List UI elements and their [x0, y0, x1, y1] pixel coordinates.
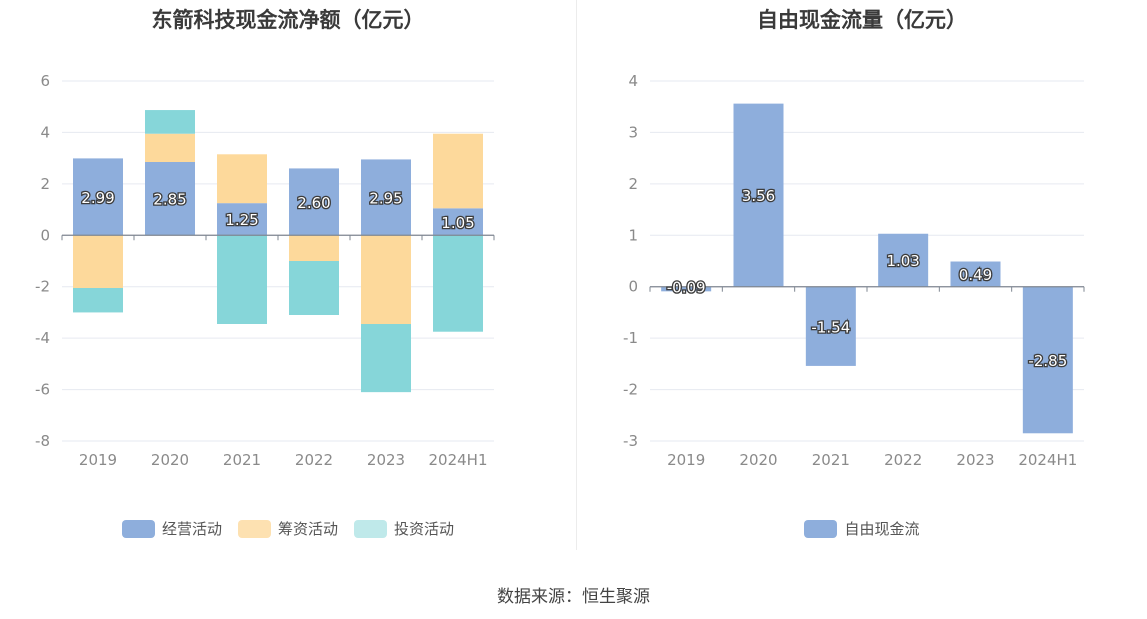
legend-item-operating[interactable]: 经营活动	[121, 518, 222, 539]
operating-bar	[145, 162, 195, 236]
fcf-value-label: 3.56	[742, 187, 775, 205]
panel-divider	[576, 0, 577, 550]
operating-value-label: 2.99	[81, 189, 114, 207]
investing-bar	[289, 261, 339, 315]
data-source-note: 数据来源：恒生聚源	[497, 587, 650, 607]
right-x-tick-label: 2024H1	[1018, 451, 1077, 469]
operating-bar	[73, 158, 123, 236]
financing-bar	[145, 133, 195, 162]
right-x-tick-label: 2020	[739, 451, 777, 469]
right-y-tick-label: 3	[628, 123, 638, 141]
legend-swatch-financing	[237, 519, 271, 538]
investing-bar	[217, 235, 267, 324]
right-chart-svg: 4 3 2 1 0 -1 -2 -3 2019 2020 2021 2022 2023 2024H1 -0.…	[623, 72, 1085, 469]
left-chart-svg: 6 4 2 0 -2 -4 -6 -8 2019 2020 2021 2022 2023 2024H1 2.…	[35, 72, 495, 469]
fcf-value-label: -0.09	[667, 279, 706, 297]
right-x-tick-label: 2019	[667, 451, 705, 469]
operating-bar	[361, 159, 411, 236]
left-y-tick-label: -8	[35, 432, 50, 450]
investing-bar	[73, 288, 123, 313]
right-y-tick-label: 2	[628, 175, 638, 193]
right-y-tick-label: -3	[623, 432, 638, 450]
investing-bar	[361, 324, 411, 393]
right-chart-legend: 自由现金流	[577, 518, 1147, 539]
fcf-bar	[661, 286, 712, 292]
fcf-bar	[1022, 286, 1073, 434]
legend-item-investing[interactable]: 投资活动	[354, 518, 454, 539]
left-y-tick-label: 6	[40, 72, 50, 90]
legend-swatch-investing	[354, 519, 387, 538]
left-x-tick-label: 2020	[151, 451, 189, 469]
left-y-tick-label: 0	[40, 226, 50, 244]
operating-value-label: 2.85	[153, 191, 186, 209]
financing-bar	[289, 235, 339, 261]
fcf-value-label: -1.54	[811, 318, 850, 336]
legend-label-investing: 投资活动	[394, 520, 455, 538]
operating-value-label: 1.05	[441, 214, 474, 232]
financing-bar	[433, 133, 483, 209]
left-x-tick-label: 2023	[367, 451, 405, 469]
fcf-value-label: 0.49	[959, 266, 992, 284]
right-y-tick-label: -1	[623, 329, 638, 347]
legend-item-financing[interactable]: 筹资活动	[237, 518, 338, 539]
left-y-tick-label: -2	[35, 278, 50, 296]
financing-bar	[361, 235, 411, 324]
left-y-tick-label: -4	[35, 329, 50, 347]
right-y-tick-label: 0	[628, 278, 638, 296]
right-chart-title: 自由现金流量（亿元）	[757, 8, 967, 32]
legend-label-operating: 经营活动	[161, 520, 222, 538]
financing-bar	[217, 154, 267, 204]
left-x-tick-label: 2019	[79, 451, 117, 469]
legend-swatch-operating	[121, 519, 155, 538]
operating-value-label: 2.95	[369, 189, 402, 207]
operating-value-label: 1.25	[225, 211, 258, 229]
fcf-bar	[733, 103, 784, 287]
right-x-tick-label: 2023	[956, 451, 994, 469]
left-chart-title: 东箭科技现金流净额（亿元）	[151, 8, 425, 32]
legend-label-financing: 筹资活动	[277, 520, 338, 538]
left-chart-legend: 经营活动 筹资活动 投资活动	[0, 518, 576, 539]
right-y-tick-label: 4	[628, 72, 638, 90]
right-x-tick-label: 2021	[812, 451, 850, 469]
right-y-tick-label: 1	[628, 226, 638, 244]
fcf-value-label: -2.85	[1028, 352, 1067, 370]
operating-bar	[433, 208, 483, 236]
right-y-tick-label: -2	[623, 381, 638, 399]
fcf-bar	[950, 261, 1001, 287]
operating-bar	[217, 203, 267, 236]
legend-swatch-fcf	[804, 519, 838, 538]
right-x-tick-label: 2022	[884, 451, 922, 469]
investing-bar	[145, 110, 195, 134]
right-chart-panel: 自由现金流量（亿元） 4 3 2 1 0 -1 -2 -3 2019 2020 2021 2022 20…	[577, 0, 1147, 560]
financing-bar	[73, 235, 123, 288]
left-x-tick-label: 2022	[295, 451, 333, 469]
left-chart-panel: 东箭科技现金流净额（亿元） 6 4 2 0 -2 -4 -6 -8 2019 2020 2021 20…	[0, 0, 576, 560]
left-x-tick-label: 2021	[223, 451, 261, 469]
investing-bar	[433, 235, 483, 332]
fcf-value-label: 1.03	[886, 252, 919, 270]
operating-value-label: 2.60	[297, 194, 330, 212]
legend-item-fcf[interactable]: 自由现金流	[804, 518, 920, 539]
fcf-bar	[878, 233, 929, 287]
operating-bar	[289, 168, 339, 236]
left-y-tick-label: 4	[40, 123, 50, 141]
left-x-tick-label: 2024H1	[429, 451, 488, 469]
legend-label-fcf: 自由现金流	[844, 520, 920, 538]
left-y-tick-label: -6	[35, 381, 50, 399]
left-y-tick-label: 2	[40, 175, 50, 193]
fcf-bar	[805, 286, 856, 366]
